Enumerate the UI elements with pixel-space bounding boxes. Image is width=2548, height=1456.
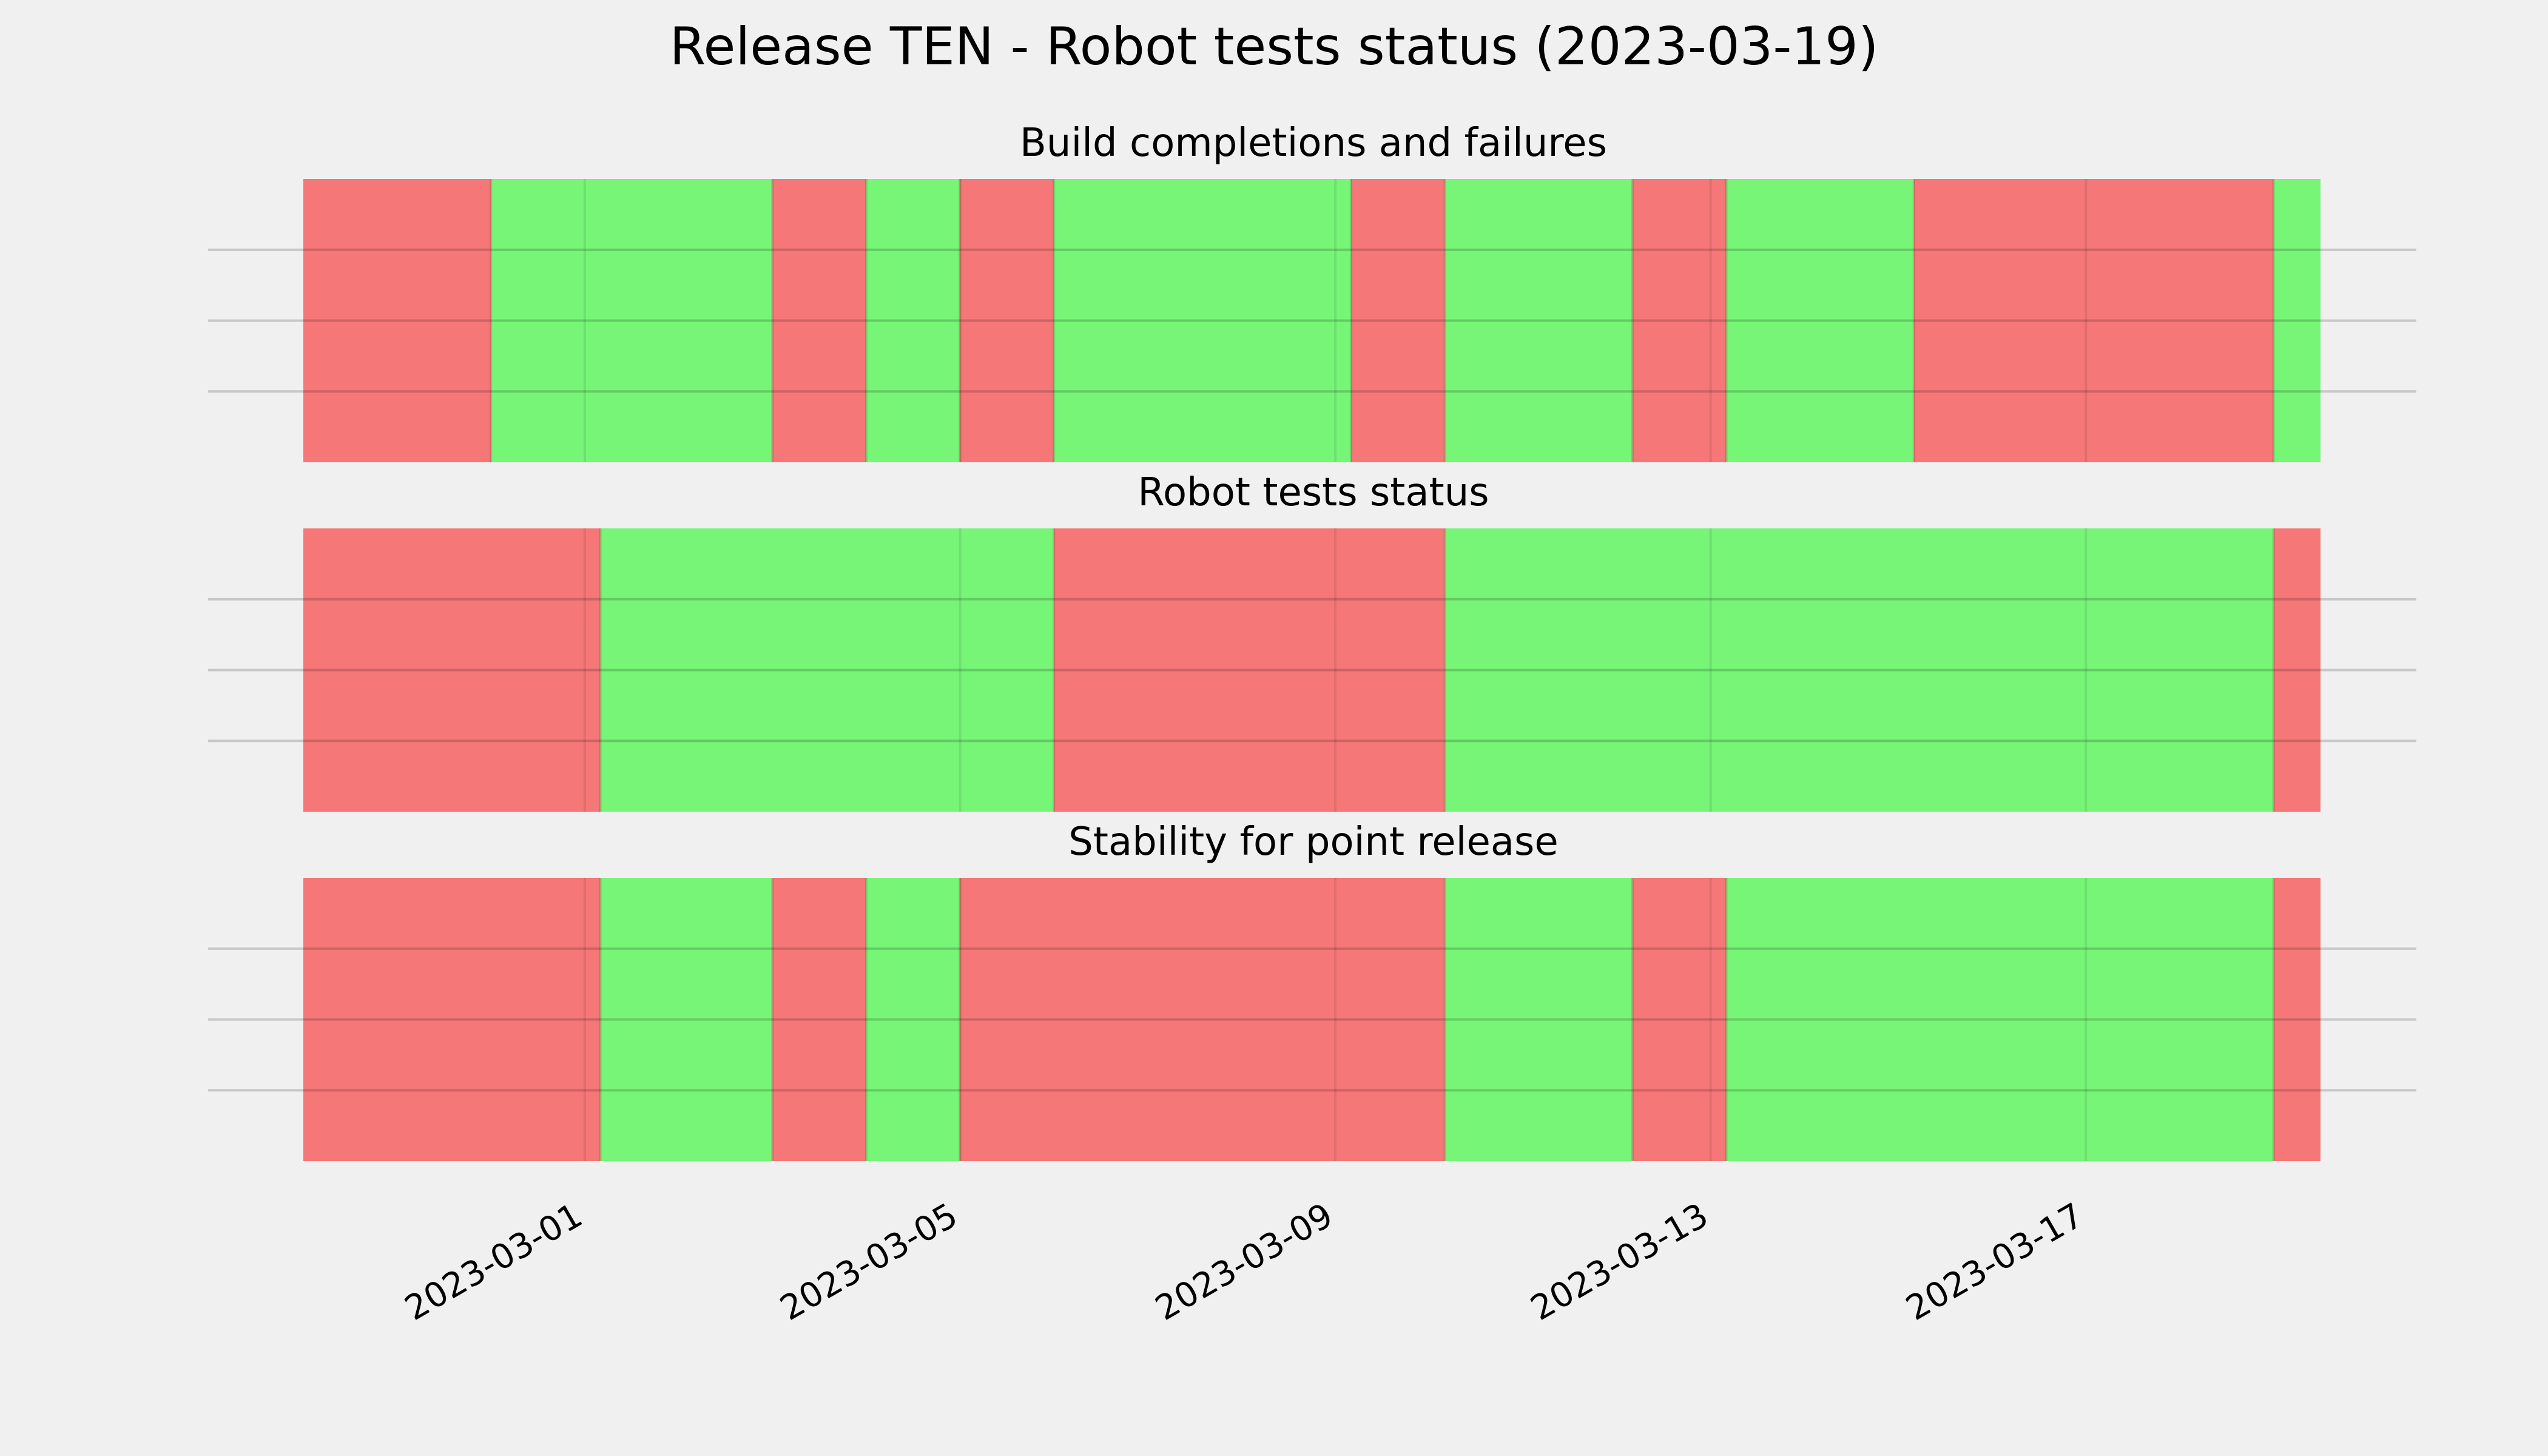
chart-title: Release TEN - Robot tests status (2023-0… (670, 16, 1879, 77)
panel-title: Build completions and failures (1020, 121, 1607, 166)
status-segment-pass (1444, 528, 2274, 812)
status-segment-fail (1632, 878, 1727, 1161)
panel-title: Robot tests status (1138, 470, 1489, 515)
status-segment-pass (1444, 878, 1633, 1161)
status-segment-fail (303, 878, 601, 1161)
status-segment-pass (491, 179, 773, 462)
panel-2: Robot tests status (208, 470, 2416, 812)
status-segment-fail (2273, 528, 2320, 812)
status-segment-pass (866, 179, 960, 462)
status-segment-fail (303, 528, 601, 812)
status-segment-pass (1726, 878, 2274, 1161)
status-segment-pass (600, 528, 1054, 812)
status-segment-fail (772, 179, 866, 462)
status-segment-fail (960, 878, 1445, 1161)
status-segment-pass (1054, 179, 1351, 462)
panel-1: Build completions and failures (208, 121, 2416, 462)
status-segment-fail (2273, 878, 2320, 1161)
status-segment-pass (600, 878, 773, 1161)
status-segment-fail (1054, 528, 1445, 812)
status-segment-fail (1350, 179, 1445, 462)
status-segment-pass (2273, 179, 2320, 462)
status-segment-fail (1913, 179, 2274, 462)
status-segment-pass (866, 878, 960, 1161)
panel-title: Stability for point release (1068, 820, 1559, 864)
status-segment-pass (1444, 179, 1633, 462)
status-segment-fail (1632, 179, 1727, 462)
status-segment-fail (772, 878, 866, 1161)
status-segment-fail (303, 179, 491, 462)
status-segment-fail (960, 179, 1054, 462)
panels-group: Build completions and failures Robot test… (208, 121, 2416, 1161)
panel-3: Stability for point release (208, 820, 2416, 1161)
status-segment-pass (1726, 179, 1914, 462)
